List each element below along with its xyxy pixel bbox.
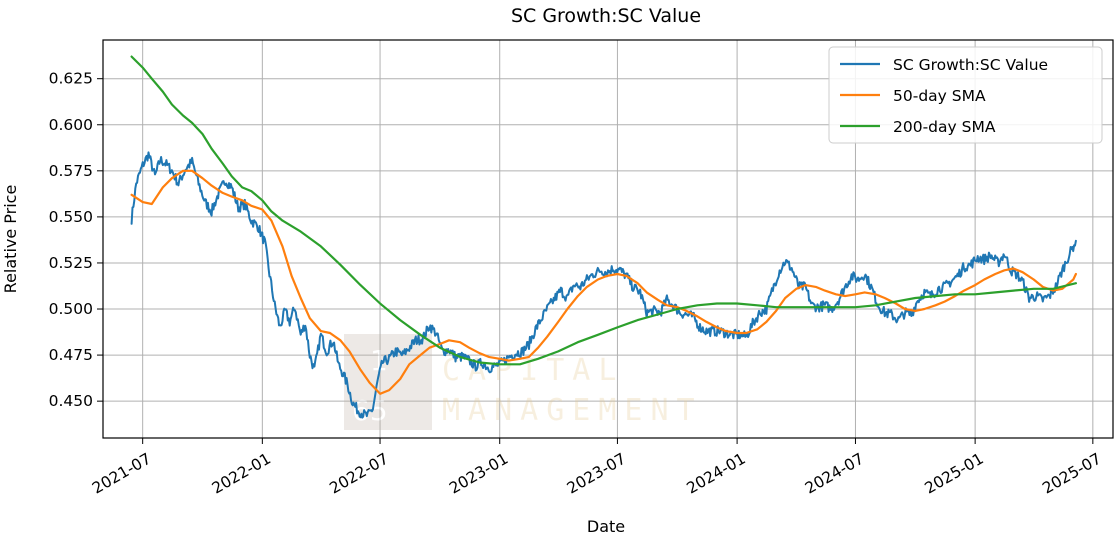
series-line-sma50 xyxy=(130,169,1077,395)
plot-frame xyxy=(102,39,1114,439)
legend-box xyxy=(828,46,1103,144)
x-axis-label: Date xyxy=(587,517,625,536)
y-tick-label: 0.550 xyxy=(49,208,93,226)
watermark-line2: MANAGEMENT xyxy=(442,393,703,428)
x-tick-label: 2025-01 xyxy=(922,450,987,498)
series-line-sma200 xyxy=(130,55,1077,366)
grid-lines xyxy=(103,40,1113,438)
x-tick-label: 2022-07 xyxy=(327,450,392,498)
x-tick-label: 2022-01 xyxy=(209,450,274,498)
series-line-ratio xyxy=(130,151,1077,419)
y-tick-label: 0.475 xyxy=(49,346,93,364)
chart-title: SC Growth:SC Value xyxy=(511,5,701,27)
y-tick-label: 0.625 xyxy=(49,70,93,88)
y-tick-label: 0.500 xyxy=(49,300,93,318)
y-tick-label: 0.575 xyxy=(49,162,93,180)
legend-label: SC Growth:SC Value xyxy=(893,56,1048,74)
x-tick-label: 2023-01 xyxy=(446,450,511,498)
watermark-line1: CAPITAL xyxy=(442,353,624,388)
series-layer xyxy=(130,55,1077,419)
watermark: 1 65 CAPITAL MANAGEMENT xyxy=(344,334,703,430)
watermark-logo-top: 1 xyxy=(370,344,388,377)
x-tick-label: 2021-07 xyxy=(89,450,154,498)
legend: SC Growth:SC Value 50-day SMA 200-day SMA xyxy=(828,46,1103,144)
x-tick-label: 2024-07 xyxy=(802,450,867,498)
y-tick-label: 0.525 xyxy=(49,254,93,272)
y-tick-label: 0.450 xyxy=(49,392,93,410)
x-tick-label: 2024-01 xyxy=(684,450,749,498)
y-tick-label: 0.600 xyxy=(49,116,93,134)
x-tick-label: 2025-07 xyxy=(1039,450,1104,498)
y-axis-label: Relative Price xyxy=(1,185,20,294)
x-tick-label: 2023-07 xyxy=(564,450,629,498)
legend-label: 200-day SMA xyxy=(893,118,996,136)
legend-label: 50-day SMA xyxy=(893,87,986,105)
